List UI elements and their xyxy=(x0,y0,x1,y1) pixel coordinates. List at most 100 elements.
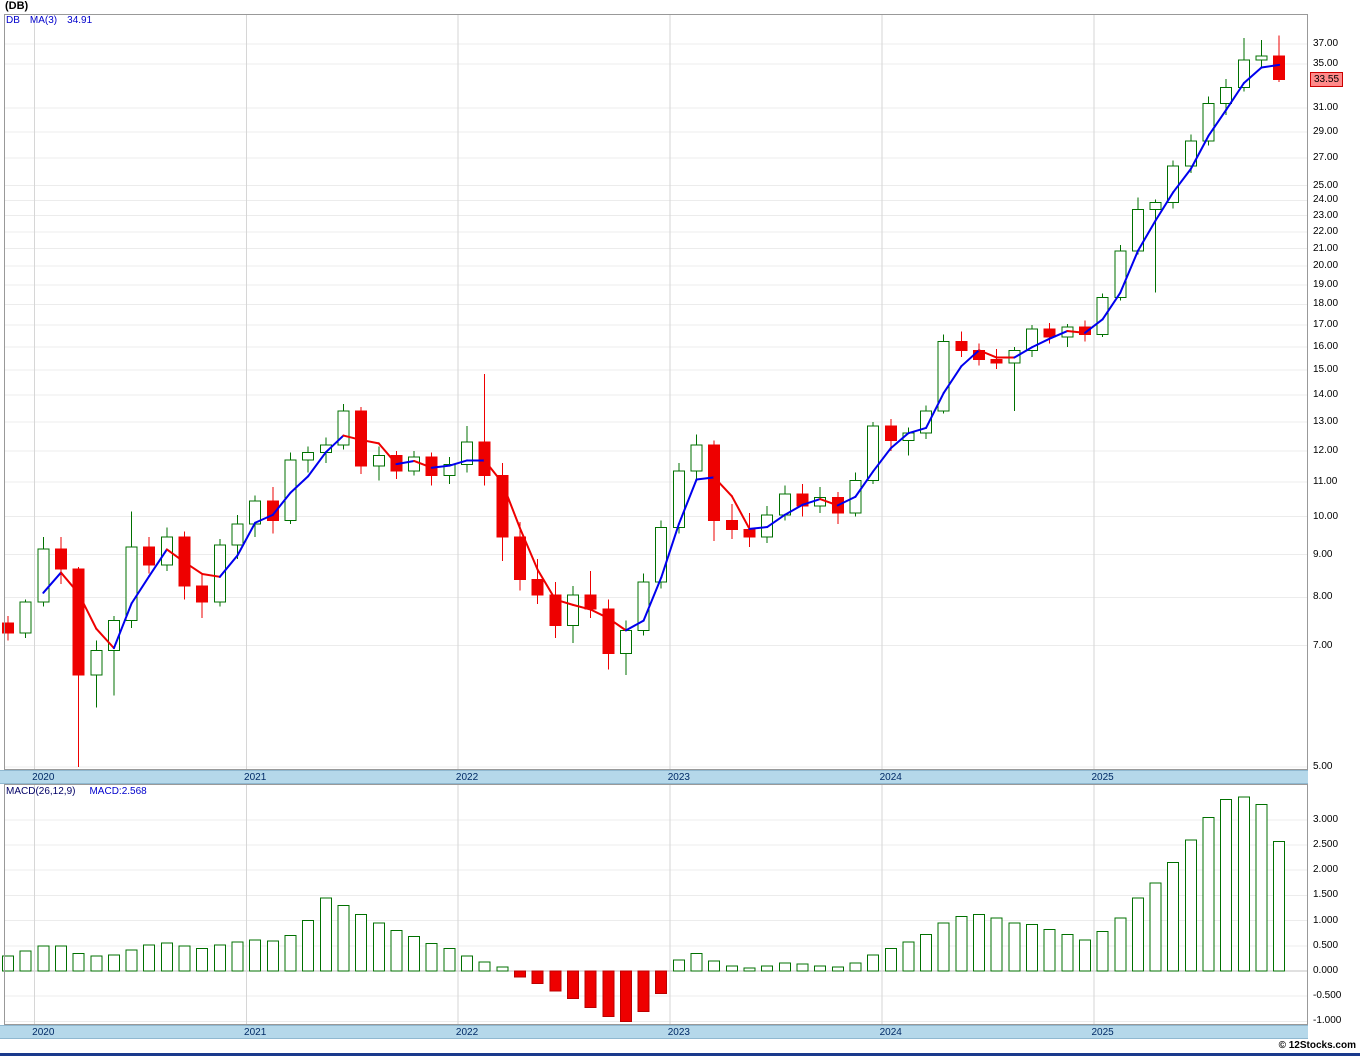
price-tick-label: 27.00 xyxy=(1313,151,1339,163)
macd-bar-positive xyxy=(461,955,474,972)
macd-x-axis-band: 2020 2021 2022 2023 2024 2025 xyxy=(0,1025,1308,1039)
price-x-axis-band: 2020 2021 2022 2023 2024 2025 xyxy=(0,770,1308,784)
macd-bar-positive xyxy=(867,954,880,972)
macd-bar-negative xyxy=(602,970,615,1017)
macd-bar-positive xyxy=(937,922,950,972)
candle-up xyxy=(461,441,474,466)
candle-down xyxy=(602,608,615,654)
candle-down xyxy=(54,548,67,570)
macd-bar-positive xyxy=(884,947,897,972)
candle-up xyxy=(690,444,703,472)
candle-up xyxy=(302,451,315,461)
macd-bar-positive xyxy=(1273,841,1286,972)
price-tick-label: 29.00 xyxy=(1313,125,1339,137)
price-tick-label: 23.00 xyxy=(1313,209,1339,221)
legend-ma-label: MA(3) xyxy=(29,15,58,26)
candle-down xyxy=(743,529,756,538)
candle-down xyxy=(478,441,491,477)
macd-bar-positive xyxy=(1025,924,1038,972)
macd-bar-positive xyxy=(19,950,32,972)
macd-bar-positive xyxy=(355,914,368,972)
candle-up xyxy=(920,410,933,434)
macd-bar-positive xyxy=(725,965,738,972)
macd-bar-positive xyxy=(90,955,103,972)
candlesticks xyxy=(2,35,1286,768)
price-tick-label: 15.00 xyxy=(1313,364,1339,376)
candle-down xyxy=(196,585,209,603)
year-label: 2021 xyxy=(244,772,267,783)
macd-bar-positive xyxy=(319,897,332,972)
candle-up xyxy=(19,601,32,634)
macd-bar-positive xyxy=(920,934,933,972)
candle-down xyxy=(549,594,562,626)
macd-bar-positive xyxy=(178,945,191,972)
candle-up xyxy=(372,454,385,467)
macd-tick-label: -0.500 xyxy=(1313,990,1342,1002)
candle-up xyxy=(1237,59,1250,89)
macd-bar-positive xyxy=(425,942,438,972)
macd-bar-positive xyxy=(337,904,350,972)
price-tick-label: 7.00 xyxy=(1313,639,1333,651)
macd-bar-positive xyxy=(1220,799,1233,972)
price-tick-label: 18.00 xyxy=(1313,298,1339,310)
price-tick-label: 24.00 xyxy=(1313,194,1339,206)
macd-tick-label: 0.500 xyxy=(1313,939,1339,951)
macd-bar-positive xyxy=(1078,939,1091,972)
year-label: 2024 xyxy=(879,1027,902,1038)
candle-down xyxy=(725,519,738,531)
candle-down xyxy=(796,493,809,507)
legend-macd-params: MACD(26,12,9) xyxy=(6,786,76,797)
copyright-link[interactable]: © 12Stocks.com xyxy=(1278,1040,1356,1051)
candle-up xyxy=(1096,296,1109,336)
candle-down xyxy=(531,579,544,596)
candle-up xyxy=(443,464,456,477)
candle-up xyxy=(655,527,668,583)
year-label: 2023 xyxy=(667,1027,690,1038)
candle-down xyxy=(990,358,1003,364)
price-tick-label: 21.00 xyxy=(1313,242,1339,254)
price-tick-label: 11.00 xyxy=(1313,476,1338,488)
candle-up xyxy=(284,459,297,521)
candle-up xyxy=(1220,87,1233,104)
price-tick-label: 17.00 xyxy=(1313,318,1339,330)
macd-bar-positive xyxy=(231,941,244,972)
candle-up xyxy=(1114,250,1127,298)
price-tick-label: 25.00 xyxy=(1313,179,1339,191)
macd-bar-positive xyxy=(708,960,721,972)
candle-down xyxy=(266,500,279,521)
candle-up xyxy=(1025,328,1038,351)
legend-symbol: DB xyxy=(6,15,20,26)
macd-bar-positive xyxy=(990,917,1003,972)
ma-line xyxy=(42,63,1281,650)
candle-up xyxy=(937,340,950,412)
macd-tick-label: 3.000 xyxy=(1313,813,1339,825)
macd-bar-positive xyxy=(196,947,209,972)
year-label: 2024 xyxy=(879,772,902,783)
macd-bar-positive xyxy=(2,955,14,972)
macd-bar-positive xyxy=(213,944,226,972)
macd-bar-positive xyxy=(496,966,509,972)
legend-ma-value: 34.91 xyxy=(67,15,93,26)
price-tick-label: 12.00 xyxy=(1313,444,1339,456)
macd-bar-positive xyxy=(302,920,315,972)
price-tick-label: 8.00 xyxy=(1313,591,1333,603)
footer-bar: © 12Stocks.com xyxy=(0,1040,1360,1054)
macd-bar-positive xyxy=(478,961,491,972)
macd-histogram xyxy=(2,796,1286,1022)
macd-tick-label: 2.500 xyxy=(1313,838,1339,850)
macd-bar-positive xyxy=(814,965,827,972)
candle-up xyxy=(408,456,421,472)
year-label: 2020 xyxy=(32,1027,55,1038)
macd-bar-positive xyxy=(1114,917,1127,972)
macd-tick-label: 1.000 xyxy=(1313,914,1339,926)
macd-bar-negative xyxy=(637,970,650,1012)
macd-bar-positive xyxy=(1096,931,1109,972)
macd-bar-positive xyxy=(796,963,809,972)
macd-bar-positive xyxy=(672,959,685,972)
macd-bar-positive xyxy=(902,941,915,972)
candle-up xyxy=(566,594,579,626)
macd-bar-positive xyxy=(125,949,138,972)
candle-down xyxy=(72,568,85,676)
macd-bar-positive xyxy=(761,965,774,972)
macd-bar-positive xyxy=(849,962,862,972)
